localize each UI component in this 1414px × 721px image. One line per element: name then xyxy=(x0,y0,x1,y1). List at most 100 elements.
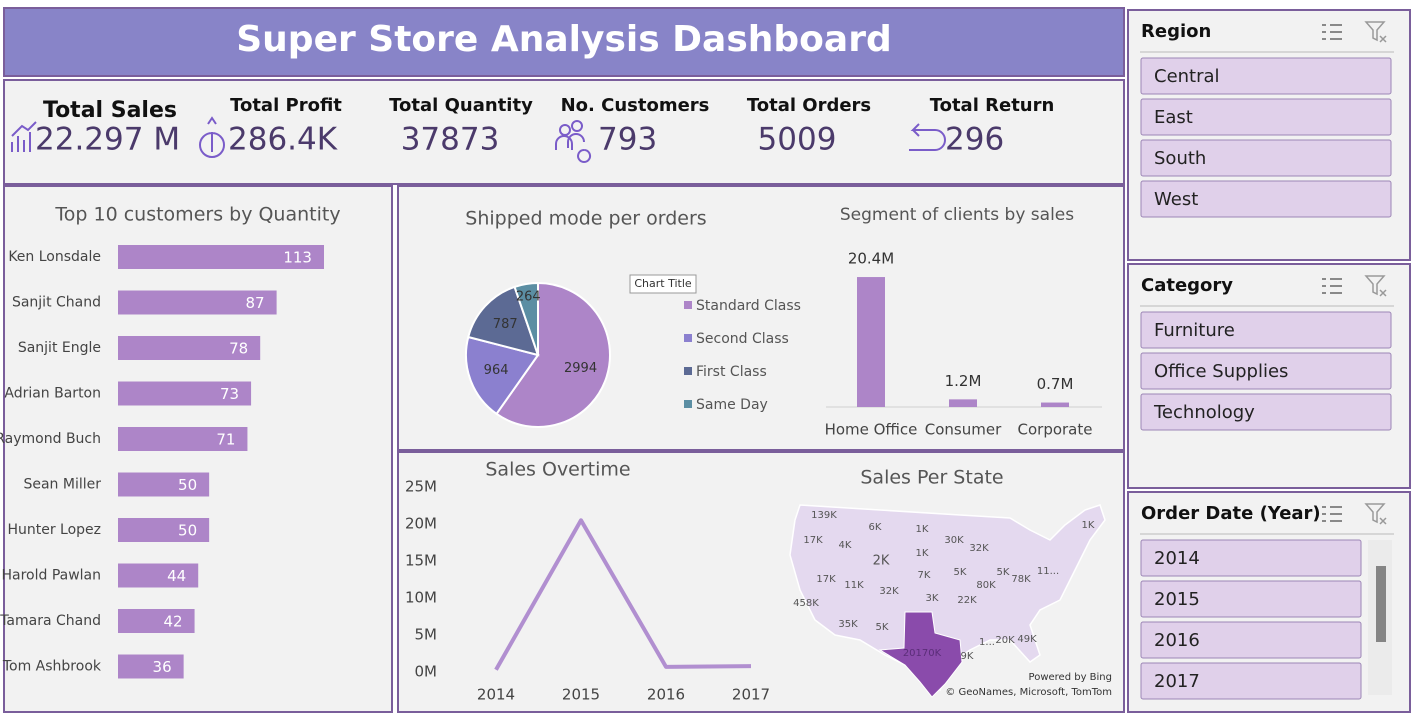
slicer-item-label[interactable]: 2016 xyxy=(1154,630,1200,651)
slicer-item-label[interactable]: Technology xyxy=(1153,402,1255,423)
slicer-item[interactable] xyxy=(1140,393,1392,431)
y-tick-label: 20M xyxy=(405,515,437,533)
sales-line xyxy=(494,518,752,671)
y-tick-label: 15M xyxy=(405,552,437,570)
x-tick-label: 2014 xyxy=(477,686,515,704)
chart-title: Sales Overtime xyxy=(485,459,630,481)
multi-select-icon[interactable] xyxy=(1322,506,1342,522)
multi-select-icon[interactable] xyxy=(1322,24,1342,40)
legend-label: Standard Class xyxy=(696,298,801,314)
slicer-item[interactable] xyxy=(1140,621,1362,659)
slicer-item-label[interactable]: Central xyxy=(1154,66,1220,87)
slicer-item[interactable] xyxy=(1140,98,1392,136)
y-tick-label: Harold Pawlan xyxy=(1,568,101,584)
slicer-item-label[interactable]: Office Supplies xyxy=(1154,361,1288,382)
chart-title: Sales Per State xyxy=(860,467,1003,489)
slicer-item[interactable] xyxy=(1140,352,1392,390)
bar xyxy=(118,290,277,315)
y-tick-label: Hunter Lopez xyxy=(7,522,101,538)
bar xyxy=(118,609,195,633)
y-tick-label: 0M xyxy=(415,663,438,681)
map-credit: Powered by Bing xyxy=(1029,672,1112,683)
kpi-value: 793 xyxy=(598,122,657,158)
slicer-item[interactable] xyxy=(1140,311,1392,349)
data-label: 1.2M xyxy=(945,372,982,390)
state-label: 17K xyxy=(803,535,823,546)
kpi-label: Total Return xyxy=(930,95,1055,116)
slicer-item-label[interactable]: South xyxy=(1154,148,1206,169)
kpi-value: 37873 xyxy=(401,122,500,158)
kpi-label: Total Profit xyxy=(230,95,342,116)
x-tick-label: 2017 xyxy=(732,686,770,704)
kpi-value: 5009 xyxy=(758,122,837,158)
y-tick-label: Tom Ashbrook xyxy=(2,659,102,675)
legend-swatch xyxy=(684,400,692,408)
slicer-item[interactable] xyxy=(1140,180,1392,218)
y-tick-label: 5M xyxy=(415,626,438,644)
state-label: 5K xyxy=(876,622,889,633)
dashboard-title: Super Store Analysis Dashboard xyxy=(236,19,891,60)
state-label: 11... xyxy=(1037,566,1059,577)
slicer-item[interactable] xyxy=(1140,57,1392,95)
customers-icon xyxy=(555,120,592,163)
x-tick-label: 2015 xyxy=(562,686,600,704)
state-label: 9K xyxy=(961,651,974,662)
multi-select-icon[interactable] xyxy=(1322,278,1342,294)
clear-filter-icon[interactable] xyxy=(1364,275,1387,297)
data-label: 50 xyxy=(178,522,197,540)
slicer-item-label[interactable]: 2014 xyxy=(1154,548,1200,569)
y-tick-label: Raymond Buch xyxy=(0,431,101,447)
slicer-item-label[interactable]: West xyxy=(1154,189,1198,210)
y-tick-label: Tamara Chand xyxy=(0,613,101,629)
slicer-item-label[interactable]: 2017 xyxy=(1154,671,1200,692)
bar xyxy=(118,245,324,269)
state-label: 5K xyxy=(954,567,967,578)
y-tick-label: Adrian Barton xyxy=(4,386,101,402)
data-label: 78 xyxy=(229,340,248,358)
slicer-item[interactable] xyxy=(1140,139,1392,177)
data-label: 87 xyxy=(246,294,265,312)
bar xyxy=(1041,402,1069,407)
scrollbar-thumb[interactable] xyxy=(1376,566,1386,642)
data-label: 113 xyxy=(283,249,312,267)
pie-slice xyxy=(513,281,539,356)
bar xyxy=(857,277,885,407)
state-label: 5K xyxy=(997,567,1010,578)
slicer-title: Region xyxy=(1141,21,1211,42)
state-label: 11K xyxy=(844,580,864,591)
data-label: 264 xyxy=(516,289,541,304)
state-label: 139K xyxy=(811,510,837,521)
data-label: 71 xyxy=(216,431,235,449)
data-label: 36 xyxy=(153,658,172,676)
slicer-title: Category xyxy=(1141,275,1233,296)
state-label: 3K xyxy=(926,593,939,604)
clear-filter-icon[interactable] xyxy=(1364,21,1387,43)
x-tick-label: Corporate xyxy=(1018,421,1093,439)
slicer-item-label[interactable]: East xyxy=(1154,107,1193,128)
x-tick-label: Home Office xyxy=(825,421,918,439)
sales-icon xyxy=(11,121,37,152)
legend-label: First Class xyxy=(696,364,767,380)
state-label: 7K xyxy=(918,570,931,581)
state-label: 6K xyxy=(869,522,882,533)
data-label: 0.7M xyxy=(1037,375,1074,393)
y-tick-label: Sanjit Engle xyxy=(18,340,101,356)
state-label: 1K xyxy=(916,524,929,535)
clear-filter-icon[interactable] xyxy=(1364,503,1387,525)
slicer-item-label[interactable]: 2015 xyxy=(1154,589,1200,610)
state-label: 80K xyxy=(976,580,996,591)
x-tick-label: Consumer xyxy=(925,421,1002,439)
legend-swatch xyxy=(684,367,692,375)
slicer-item[interactable] xyxy=(1140,580,1362,618)
slicer-item-label[interactable]: Furniture xyxy=(1154,320,1235,341)
legend-swatch xyxy=(684,301,692,309)
bar xyxy=(118,381,252,406)
slicer-item[interactable] xyxy=(1140,539,1362,577)
legend-label: Second Class xyxy=(696,331,789,347)
slicer-item[interactable] xyxy=(1140,662,1362,700)
state-label: 32K xyxy=(969,543,989,554)
state-label: 458K xyxy=(793,598,819,609)
y-tick-label: 10M xyxy=(405,589,437,607)
bar xyxy=(118,563,199,588)
